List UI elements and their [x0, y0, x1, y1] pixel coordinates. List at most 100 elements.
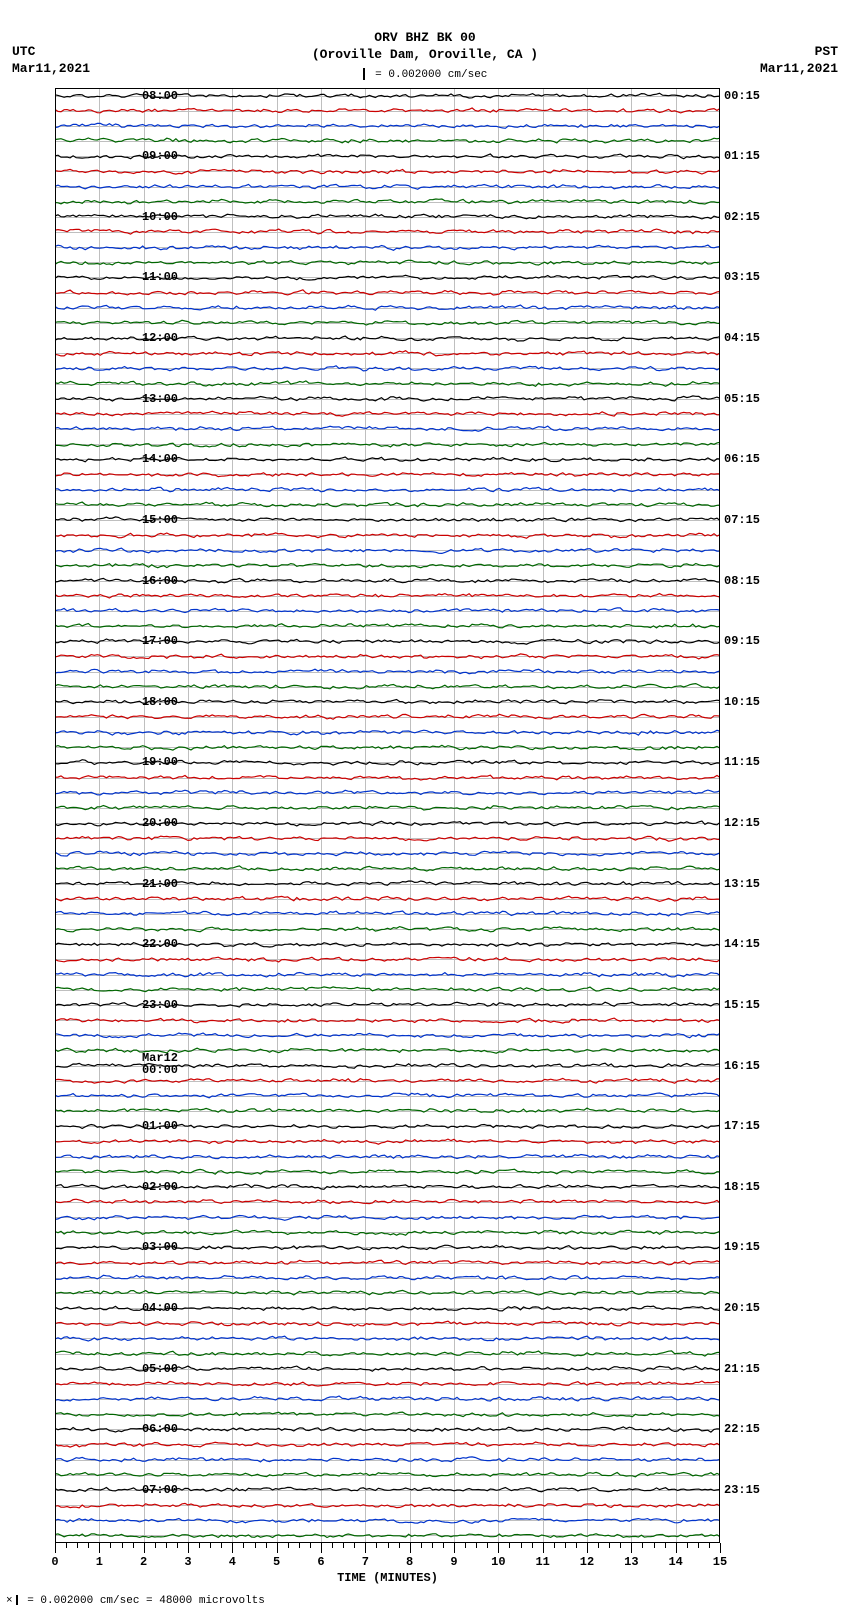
hgrid-line — [55, 687, 720, 688]
pst-time-label: 05:15 — [724, 392, 760, 406]
xtick-minor — [465, 1543, 466, 1548]
hgrid-line — [55, 384, 720, 385]
xtick-major — [365, 1543, 366, 1553]
pst-time-label: 14:15 — [724, 937, 760, 951]
hgrid-line — [55, 990, 720, 991]
pst-time-label: 12:15 — [724, 816, 760, 830]
xtick-minor — [88, 1543, 89, 1548]
xtick-label: 8 — [406, 1555, 413, 1569]
hgrid-line — [55, 1338, 720, 1339]
xtick-minor — [609, 1543, 610, 1548]
utc-time-label: 03:00 — [142, 1240, 178, 1254]
plot-header: ORV BHZ BK 00 (Oroville Dam, Oroville, C… — [0, 30, 850, 64]
pst-time-label: 04:15 — [724, 331, 760, 345]
hgrid-line — [55, 1141, 720, 1142]
xtick-minor — [687, 1543, 688, 1548]
utc-time-label: Mar12 00:00 — [142, 1052, 178, 1076]
xtick-minor — [476, 1543, 477, 1548]
xtick-minor — [243, 1543, 244, 1548]
utc-time-label: 06:00 — [142, 1422, 178, 1436]
utc-time-label: 17:00 — [142, 634, 178, 648]
xtick-minor — [155, 1543, 156, 1548]
hgrid-line — [55, 1384, 720, 1385]
scale-text: = 0.002000 cm/sec — [369, 69, 488, 81]
utc-time-label: 19:00 — [142, 755, 178, 769]
xtick-label: 0 — [51, 1555, 58, 1569]
xtick-label: 6 — [317, 1555, 324, 1569]
hgrid-line — [55, 474, 720, 475]
utc-time-label: 15:00 — [142, 513, 178, 527]
hgrid-line — [55, 1020, 720, 1021]
vgrid-line — [676, 88, 677, 1543]
footnote-text: = 0.002000 cm/sec = 48000 microvolts — [21, 1595, 265, 1607]
hgrid-line — [55, 717, 720, 718]
tz-label-right: PST — [760, 44, 838, 61]
hgrid-line — [55, 778, 720, 779]
xtick-major — [631, 1543, 632, 1553]
vgrid-line — [410, 88, 411, 1543]
xtick-minor — [166, 1543, 167, 1548]
xtick-label: 3 — [184, 1555, 191, 1569]
xtick-minor — [576, 1543, 577, 1548]
xtick-minor — [133, 1543, 134, 1548]
utc-time-label: 22:00 — [142, 937, 178, 951]
hgrid-line — [55, 1535, 720, 1536]
hgrid-line — [55, 626, 720, 627]
utc-time-label: 10:00 — [142, 210, 178, 224]
xtick-minor — [598, 1543, 599, 1548]
utc-time-label: 01:00 — [142, 1119, 178, 1133]
xtick-minor — [210, 1543, 211, 1548]
xtick-minor — [487, 1543, 488, 1548]
pst-time-label: 17:15 — [724, 1119, 760, 1133]
hgrid-line — [55, 1081, 720, 1082]
xtick-minor — [554, 1543, 555, 1548]
vgrid-line — [188, 88, 189, 1543]
hgrid-line — [55, 565, 720, 566]
xtick-minor — [376, 1543, 377, 1548]
utc-time-label: 12:00 — [142, 331, 178, 345]
xtick-minor — [399, 1543, 400, 1548]
xtick-minor — [288, 1543, 289, 1548]
hgrid-line — [55, 1232, 720, 1233]
pst-time-label: 01:15 — [724, 149, 760, 163]
x-axis-title: TIME (MINUTES) — [55, 1571, 720, 1585]
hgrid-line — [55, 293, 720, 294]
utc-time-label: 05:00 — [142, 1362, 178, 1376]
pst-time-label: 13:15 — [724, 877, 760, 891]
hgrid-line — [55, 1293, 720, 1294]
hgrid-line — [55, 550, 720, 551]
pst-time-label: 09:15 — [724, 634, 760, 648]
station-title: ORV BHZ BK 00 — [0, 30, 850, 47]
xtick-minor — [642, 1543, 643, 1548]
hgrid-line — [55, 1475, 720, 1476]
hgrid-line — [55, 596, 720, 597]
vgrid-line — [321, 88, 322, 1543]
xtick-major — [587, 1543, 588, 1553]
hgrid-line — [55, 838, 720, 839]
xtick-minor — [177, 1543, 178, 1548]
hgrid-line — [55, 1399, 720, 1400]
hgrid-line — [55, 308, 720, 309]
hgrid-line — [55, 1414, 720, 1415]
pst-time-label: 06:15 — [724, 452, 760, 466]
utc-time-label: 04:00 — [142, 1301, 178, 1315]
xtick-major — [410, 1543, 411, 1553]
xtick-major — [188, 1543, 189, 1553]
pst-time-label: 23:15 — [724, 1483, 760, 1497]
xtick-label: 14 — [668, 1555, 682, 1569]
xtick-label: 7 — [362, 1555, 369, 1569]
pst-time-label: 21:15 — [724, 1362, 760, 1376]
footnote-bar-icon — [16, 1595, 18, 1605]
hgrid-line — [55, 535, 720, 536]
vgrid-line — [543, 88, 544, 1543]
pst-time-label: 22:15 — [724, 1422, 760, 1436]
top-left-tz: UTC Mar11,2021 — [12, 44, 90, 78]
xtick-minor — [432, 1543, 433, 1548]
pst-time-label: 03:15 — [724, 270, 760, 284]
xtick-major — [99, 1543, 100, 1553]
hgrid-line — [55, 1157, 720, 1158]
hgrid-line — [55, 262, 720, 263]
utc-time-label: 13:00 — [142, 392, 178, 406]
hgrid-line — [55, 611, 720, 612]
xtick-minor — [565, 1543, 566, 1548]
